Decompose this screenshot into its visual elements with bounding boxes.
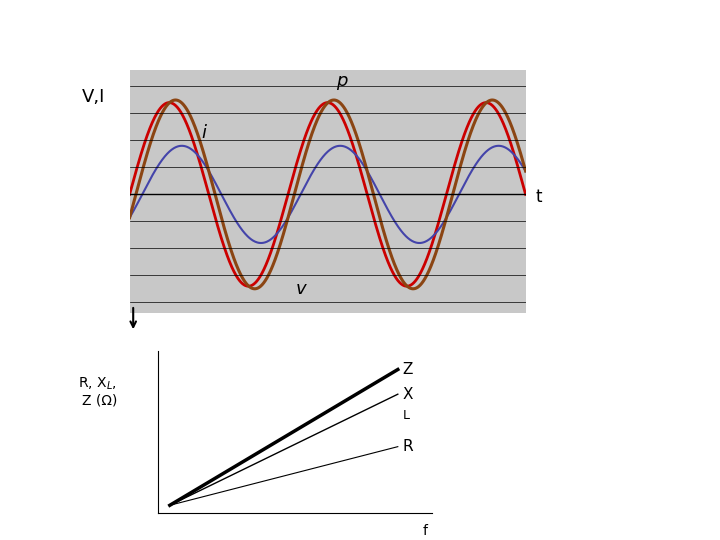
Text: L: L — [402, 409, 410, 422]
Y-axis label: R, X$_L$,
Z (Ω): R, X$_L$, Z (Ω) — [78, 375, 117, 408]
Text: Z: Z — [402, 362, 413, 377]
Text: i: i — [201, 124, 206, 142]
Text: R: R — [402, 439, 413, 454]
Text: V,I: V,I — [82, 88, 105, 106]
Text: f
(Hz): f (Hz) — [411, 524, 439, 540]
Text: v: v — [296, 280, 307, 298]
Text: X: X — [402, 387, 413, 402]
Text: p: p — [336, 72, 347, 90]
Text: t: t — [536, 188, 542, 206]
